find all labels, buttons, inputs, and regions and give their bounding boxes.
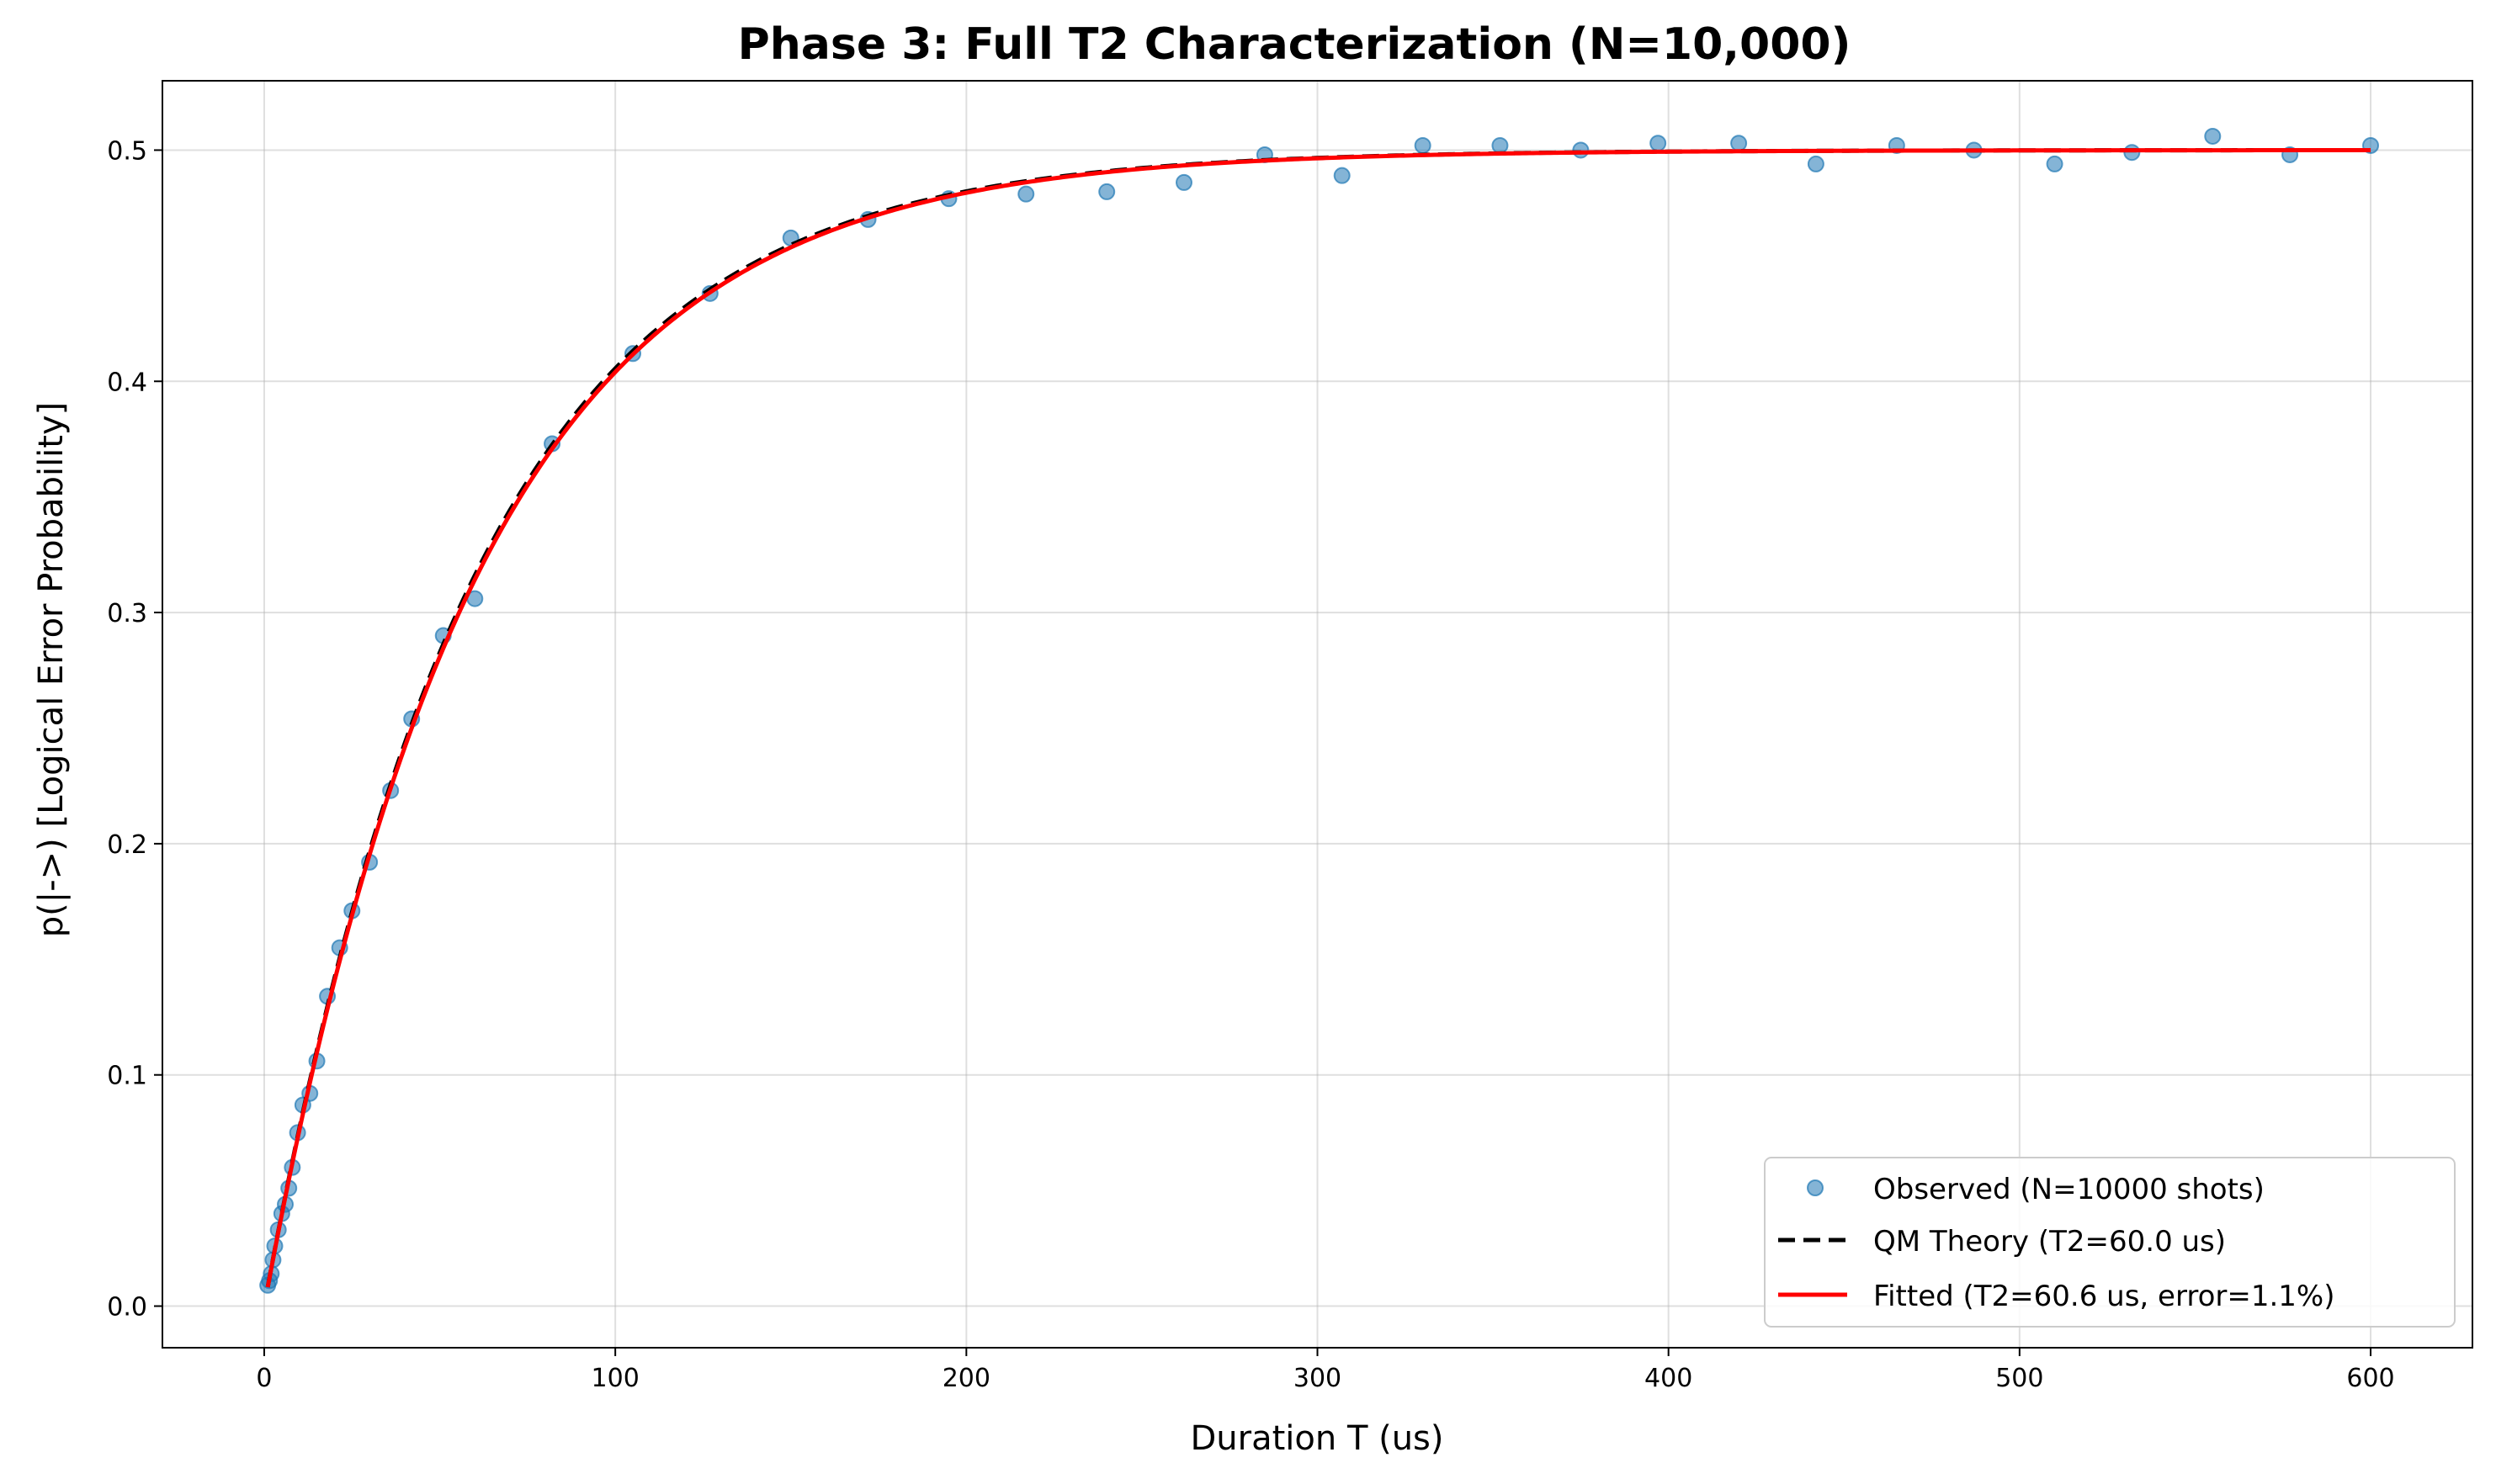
grid-layer: [162, 81, 2472, 1348]
y-tick-label: 0.2: [107, 830, 147, 860]
marks-layer: [259, 127, 2380, 1294]
y-axis-label: p(|->) [Logical Error Probability]: [32, 402, 71, 938]
legend-observed-marker: [1807, 1179, 1824, 1196]
observed-point: [1491, 136, 1509, 154]
observed-point: [1175, 173, 1192, 191]
y-tick-label: 0.5: [107, 136, 147, 166]
observed-point: [1098, 183, 1116, 200]
observed-point: [2123, 144, 2141, 162]
x-tick-label: 600: [2346, 1364, 2394, 1393]
observed-point: [1414, 136, 1431, 154]
legend-theory-label: QM Theory (T2=60.0 us): [1873, 1225, 2226, 1259]
y-tick-label: 0.4: [107, 368, 147, 397]
legend-observed-label: Observed (N=10000 shots): [1873, 1173, 2265, 1206]
x-tick-label: 400: [1644, 1364, 1692, 1393]
legend: Observed (N=10000 shots) QM Theory (T2=6…: [1764, 1157, 2456, 1328]
x-tick-label: 300: [1293, 1364, 1341, 1393]
x-tick-label: 100: [592, 1364, 640, 1393]
observed-point: [2046, 155, 2063, 172]
fitted-line: [265, 148, 2371, 1288]
x-tick-label: 500: [1995, 1364, 2043, 1393]
legend-fitted-label: Fitted (T2=60.6 us, error=1.1%): [1873, 1280, 2334, 1313]
y-tick-label: 0.0: [107, 1293, 147, 1322]
x-tick-label: 0: [256, 1364, 272, 1393]
legend-box: [1764, 1157, 2456, 1328]
observed-point: [1649, 135, 1667, 152]
observed-point: [1333, 167, 1351, 184]
observed-point: [1730, 135, 1748, 152]
x-tick-label: 200: [943, 1364, 990, 1393]
ticks-layer: 0 100 200 300 400 500 600 0.0 0.1 0.2 0.3 0.4 0.5: [107, 136, 2394, 1393]
observed-point: [1017, 185, 1035, 203]
observed-point: [1572, 141, 1590, 159]
y-tick-label: 0.3: [107, 599, 147, 628]
observed-point: [1807, 155, 1824, 172]
observed-point: [2204, 127, 2222, 145]
chart-title: Phase 3: Full T2 Characterization (N=10,…: [738, 19, 1851, 70]
x-axis-label: Duration T (us): [1191, 1419, 1444, 1458]
y-tick-label: 0.1: [107, 1062, 147, 1091]
